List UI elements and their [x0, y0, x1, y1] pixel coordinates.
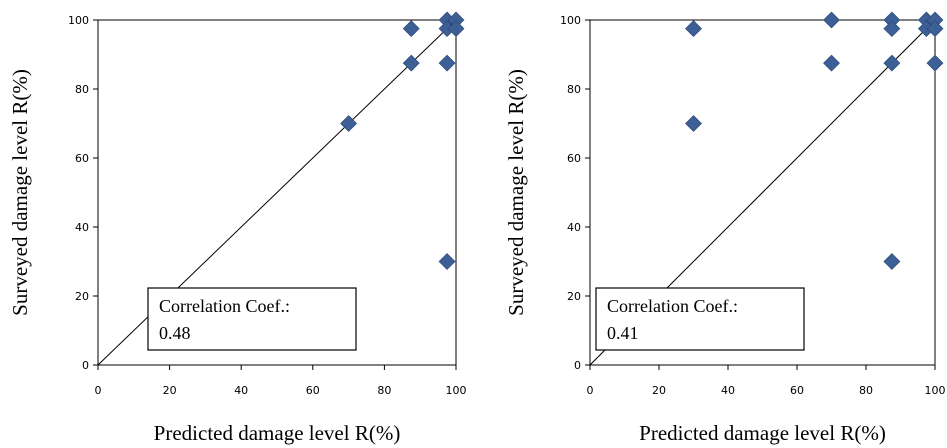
chart-0-y-tick-label: 20 — [75, 290, 89, 303]
chart-0-y-tick-label: 60 — [75, 152, 89, 165]
chart-0-x-tick-label: 80 — [377, 384, 391, 397]
chart-0-x-tick-label: 100 — [446, 384, 467, 397]
chart-1-plot-area — [589, 19, 936, 366]
chart-0-y-tick-label: 80 — [75, 83, 89, 96]
chart-0-x-tick-label: 60 — [306, 384, 320, 397]
chart-1-point-6 — [883, 54, 901, 72]
chart-1-x-tick-label: 100 — [925, 384, 946, 397]
chart-0-point-8 — [438, 253, 456, 270]
chart-1-point-7 — [883, 253, 901, 270]
chart-0-annotation-box — [147, 287, 357, 351]
chart-1-y-axis-title: Surveyed damage level R(%) — [504, 69, 528, 316]
chart-1-point-5 — [883, 20, 901, 38]
chart-0-y-tick-label: 40 — [75, 221, 89, 234]
chart-1-point-3 — [823, 54, 840, 72]
chart-0-plot-area — [97, 19, 457, 366]
chart-1-point-0 — [685, 20, 702, 38]
chart-1-x-tick-label: 40 — [721, 384, 735, 397]
chart-0-point-6 — [447, 20, 465, 38]
chart-0-point-1 — [402, 54, 420, 72]
chart-1-x-tick-label: 80 — [859, 384, 873, 397]
chart-1-point-1 — [685, 115, 702, 132]
chart-0-x-axis-title: Predicted damage level R(%) — [154, 421, 401, 445]
chart-1-x-tick-label: 60 — [790, 384, 804, 397]
chart-1-x-axis-title: Predicted damage level R(%) — [639, 421, 886, 445]
chart-0-point-7 — [438, 54, 456, 72]
chart-1-y-tick-label: 20 — [567, 290, 581, 303]
chart-1-y-tick-label: 0 — [574, 359, 581, 372]
chart-0-x-tick-label: 20 — [163, 384, 177, 397]
chart-right: 0 20 40 60 80 100 0 20 40 60 80 100 Correlation Coef… — [504, 11, 946, 445]
chart-1-point-12 — [926, 54, 944, 72]
chart-0-x-tick-label: 0 — [95, 384, 102, 397]
chart-1-y-tick-label: 40 — [567, 221, 581, 234]
chart-1-y-tick-label: 100 — [560, 14, 581, 27]
chart-1-annotation-box — [595, 287, 805, 351]
chart-0-annotation-label: Correlation Coef.: — [159, 296, 290, 316]
chart-0-y-tick-label: 100 — [68, 14, 89, 27]
chart-left: 0 20 40 60 80 100 0 20 40 60 80 100 Correlation Coef… — [8, 11, 467, 445]
chart-1-point-2 — [823, 11, 840, 29]
chart-1-x-tick-label: 0 — [587, 384, 594, 397]
chart-1-y-tick-label: 60 — [567, 152, 581, 165]
chart-0-y-axis-title: Surveyed damage level R(%) — [8, 69, 32, 316]
chart-0-y-tick-label: 0 — [82, 359, 89, 372]
chart-0-point-0 — [402, 20, 420, 38]
chart-1-x-tick-label: 20 — [652, 384, 666, 397]
chart-1-y-tick-label: 80 — [567, 83, 581, 96]
chart-0-point-2 — [340, 115, 358, 132]
chart-1-annotation-value: 0.41 — [607, 323, 639, 343]
chart-0-x-tick-label: 40 — [234, 384, 248, 397]
chart-1-point-11 — [926, 20, 944, 38]
chart-0-annotation-value: 0.48 — [159, 323, 191, 343]
chart-1-annotation-label: Correlation Coef.: — [607, 296, 738, 316]
